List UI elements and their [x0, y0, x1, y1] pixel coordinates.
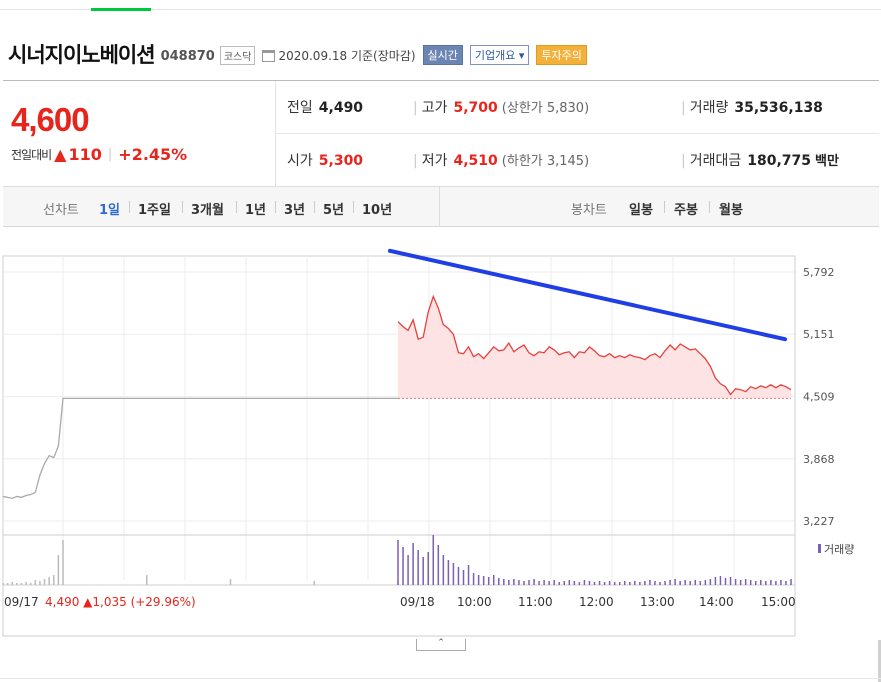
change-percent: +2.45% [118, 145, 188, 164]
candle-weekly[interactable]: 주봉 [674, 203, 698, 218]
current-price-cell: 4,600 전일대비 ▲ 110 | +2.45% [3, 81, 276, 186]
trade-amount: | 거래대금 180,775 백만 [681, 153, 839, 169]
today-price-line [397, 294, 792, 396]
stock-code: 048870 [160, 48, 215, 64]
period-10y[interactable]: 10년 [362, 203, 393, 218]
today-price-area [398, 296, 791, 399]
price-change: 전일대비 ▲ 110 | +2.45% [11, 145, 188, 164]
y-tick-label: 4,509 [803, 391, 835, 404]
stock-name: 시너지이노베이션 [8, 43, 156, 67]
open-price: 시가 5,300 [287, 153, 364, 169]
candle-daily[interactable]: 일봉 [629, 203, 653, 218]
prev-day-date-label: 09/17 [4, 595, 39, 609]
candle-monthly[interactable]: 월봉 [719, 203, 743, 218]
active-tab-indicator [91, 8, 151, 11]
y-tick-label: 3,868 [803, 453, 835, 466]
market-badge: 코스닥 [219, 45, 256, 65]
period-3y[interactable]: 3년 [284, 203, 306, 218]
x-tick-label: 09/18 [400, 595, 435, 609]
x-tick-label: 12:00 [579, 595, 614, 609]
volume: | 거래량 35,536,138 [681, 100, 823, 116]
period-1y[interactable]: 1년 [245, 203, 267, 218]
investment-warning-badge: 투자주의 [536, 45, 587, 65]
period-5y[interactable]: 5년 [323, 203, 345, 218]
price-info-table: 4,600 전일대비 ▲ 110 | +2.45% 전일 4,490 | 고가 5,7… [3, 80, 879, 187]
candle-chart-label: 봉차트 [571, 203, 607, 218]
as-of-date: 2020.09.18 기준(장마감) [278, 49, 416, 63]
scrollbar[interactable] [878, 640, 881, 682]
line-chart-label: 선차트 [43, 203, 79, 218]
high-price: | 고가 5,700 (상한가 5,830) [413, 100, 590, 116]
change-label: 전일대비 [11, 148, 52, 162]
chart-toolbar: 선차트 1일 1주일 3개월 1년 3년 5년 10년 봉차트 일봉 주봉 월봉 [3, 187, 879, 227]
trend-line-annotation [388, 248, 787, 342]
period-1w[interactable]: 1주일 [138, 203, 171, 218]
x-tick-label: 13:00 [640, 595, 675, 609]
period-1d[interactable]: 1일 [99, 203, 121, 218]
volume-legend-swatch [818, 544, 821, 553]
change-amount: 110 [68, 145, 102, 164]
prev-day-change-info: 4,490 ▲1,035 (+29.96%) [45, 595, 196, 609]
volume-legend-label: 거래량 [824, 543, 854, 556]
calendar-icon [262, 49, 276, 62]
x-tick-label: 10:00 [457, 595, 492, 609]
x-tick-label: 11:00 [518, 595, 553, 609]
current-price: 4,600 [11, 101, 90, 138]
period-3m[interactable]: 3개월 [191, 203, 224, 218]
stock-header: 시너지이노베이션 048870 코스닥 2020.09.18 기준(장마감) 실… [8, 40, 587, 68]
low-price: | 저가 4,510 (하한가 3,145) [413, 153, 590, 169]
prev-close: 전일 4,490 [287, 100, 364, 116]
x-tick-label: 14:00 [699, 595, 734, 609]
company-overview-dropdown[interactable]: 기업개요 ▾ [469, 45, 530, 65]
bottom-divider [0, 678, 881, 679]
y-tick-label: 3,227 [803, 515, 835, 528]
intraday-price-chart: 5,792 5,151 4,509 3,868 3,227 거래량 09/17 4,490 ▲… [2, 248, 854, 637]
up-arrow-icon: ▲ [54, 145, 67, 164]
collapse-chart-button[interactable]: ⌃ [416, 639, 466, 651]
top-divider [0, 9, 881, 10]
prev-day-price-line [2, 397, 398, 500]
realtime-button[interactable]: 실시간 [422, 45, 463, 65]
x-tick-label: 15:00 [761, 595, 796, 609]
chevron-up-icon: ⌃ [437, 638, 445, 648]
y-tick-label: 5,792 [803, 266, 835, 279]
y-tick-label: 5,151 [803, 328, 835, 341]
